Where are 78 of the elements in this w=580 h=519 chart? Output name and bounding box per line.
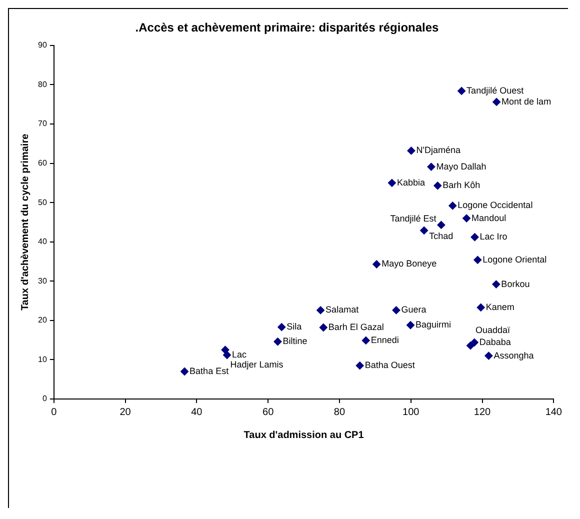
annotation: Mandoul (472, 212, 506, 223)
point (492, 98, 501, 106)
annotation: Tandjilé Est (390, 213, 437, 224)
annotation: Salamat (326, 304, 360, 315)
annotation: Biltine (282, 336, 308, 346)
point (474, 256, 482, 264)
y-axis-title: Taux d'achèvement du cycle primaire (20, 133, 31, 311)
point (319, 323, 328, 332)
annotation: Barh Kôh (442, 180, 480, 190)
point (448, 202, 457, 210)
annotation: Tandjilé Ouest (466, 85, 524, 96)
x-tick-label: 0 (51, 406, 58, 418)
annotation: Hadjer Lamis (230, 359, 284, 370)
point (316, 306, 325, 314)
annotation: Batha Ouest (364, 360, 416, 370)
annotation: Lac Iro (480, 232, 508, 242)
point (462, 214, 471, 222)
annotation: Kabbia (396, 177, 425, 188)
point (437, 220, 446, 229)
point (427, 162, 436, 171)
y-tick-label: 0 (42, 394, 48, 404)
y-tick-label: 40 (38, 237, 48, 246)
point (420, 226, 428, 234)
x-tick-label: 60 (262, 406, 274, 418)
x-tick-label: 120 (474, 406, 492, 418)
point (470, 233, 479, 242)
point (406, 321, 415, 330)
x-axis-title: Taux d'admission au CP1 (244, 430, 364, 441)
annotation: N'Djaména (416, 145, 460, 156)
y-tick-label: 20 (38, 316, 48, 325)
y-tick-label: 30 (38, 276, 48, 286)
y-tick-label: 70 (38, 119, 48, 128)
annotation: Mayo Dallah (436, 161, 486, 172)
annotation: Baguirmi (416, 320, 452, 330)
point (278, 323, 286, 332)
annotation: Lac (232, 349, 248, 360)
annotation: Batha Est (190, 366, 230, 376)
annotation: Dababa (479, 336, 511, 347)
annotation: Logone Oriental (482, 254, 547, 264)
point (466, 342, 474, 350)
annotation: Tchad (429, 230, 454, 241)
annotation: Ouaddaï (475, 325, 511, 336)
annotation: Guera (401, 304, 426, 315)
point (407, 146, 416, 155)
point (434, 182, 442, 190)
x-tick-label: 40 (191, 406, 203, 418)
point (362, 336, 370, 344)
point (458, 86, 466, 95)
y-tick-label: 60 (38, 158, 48, 168)
annotation: Kanem (486, 302, 514, 312)
x-tick-label: 20 (120, 406, 132, 418)
annotation: Barh El Gazal (328, 322, 384, 332)
x-tick-label: 80 (334, 406, 346, 418)
annotation: Mont de lam (502, 96, 552, 106)
point (484, 352, 493, 360)
annotation: Borkou (501, 278, 530, 289)
point (492, 280, 500, 288)
x-tick-label: 140 (545, 406, 562, 418)
annotation: Logone Occidental (458, 200, 533, 210)
point (372, 260, 381, 268)
y-tick-label: 90 (38, 40, 48, 50)
point (274, 338, 282, 346)
chart-title: .Accès et achèvement primaire: disparités régionales (135, 20, 440, 35)
point (180, 368, 189, 376)
point (476, 303, 485, 312)
annotation: Assongha (494, 350, 534, 360)
point (356, 362, 364, 370)
point (392, 306, 400, 314)
annotation: Mayo Boneye (382, 258, 437, 269)
y-tick-label: 80 (38, 80, 48, 89)
annotation: Ennedi (370, 334, 399, 345)
point (221, 346, 230, 354)
point (388, 178, 396, 187)
y-tick-label: 50 (38, 198, 48, 207)
point (223, 350, 232, 359)
annotation: Sila (286, 322, 302, 332)
x-tick-label: 100 (402, 406, 420, 418)
y-tick-label: 10 (38, 354, 48, 364)
